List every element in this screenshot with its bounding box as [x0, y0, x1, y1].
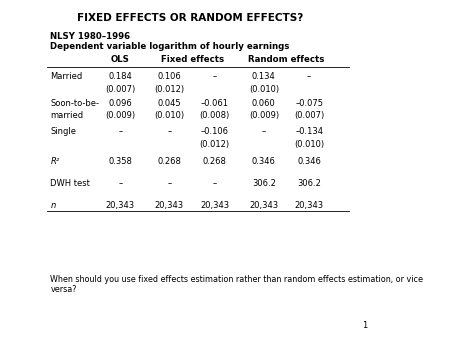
Text: –: – [262, 127, 266, 136]
Text: (0.010): (0.010) [249, 84, 279, 94]
Text: n: n [50, 201, 56, 210]
Text: –0.075: –0.075 [295, 99, 323, 107]
Text: DWH test: DWH test [50, 179, 90, 188]
Text: –: – [118, 127, 122, 136]
Text: –: – [167, 127, 171, 136]
Text: Married: Married [50, 72, 83, 81]
Text: –: – [118, 179, 122, 188]
Text: 0.268: 0.268 [203, 157, 227, 166]
Text: 0.060: 0.060 [252, 99, 276, 107]
Text: 0.106: 0.106 [158, 72, 181, 81]
Text: 0.346: 0.346 [252, 157, 276, 166]
Text: (0.007): (0.007) [105, 84, 135, 94]
Text: 1: 1 [362, 321, 368, 330]
Text: 20,343: 20,343 [106, 201, 135, 210]
Text: 0.134: 0.134 [252, 72, 276, 81]
Text: NLSY 1980–1996: NLSY 1980–1996 [50, 31, 130, 41]
Text: 0.096: 0.096 [108, 99, 132, 107]
Text: Soon-to-be-: Soon-to-be- [50, 99, 99, 107]
Text: 20,343: 20,343 [155, 201, 184, 210]
Text: –: – [213, 179, 217, 188]
Text: (0.008): (0.008) [200, 111, 230, 120]
Text: 0.346: 0.346 [297, 157, 321, 166]
Text: (0.007): (0.007) [294, 111, 324, 120]
Text: (0.012): (0.012) [200, 140, 230, 149]
Text: 20,343: 20,343 [295, 201, 324, 210]
Text: Fixed effects: Fixed effects [161, 55, 224, 64]
Text: –: – [167, 179, 171, 188]
Text: 0.358: 0.358 [108, 157, 132, 166]
Text: OLS: OLS [111, 55, 130, 64]
Text: –0.134: –0.134 [295, 127, 323, 136]
Text: –: – [213, 72, 217, 81]
Text: FIXED EFFECTS OR RANDOM EFFECTS?: FIXED EFFECTS OR RANDOM EFFECTS? [77, 13, 303, 23]
Text: When should you use fixed effects estimation rather than random effects estimati: When should you use fixed effects estima… [50, 274, 423, 294]
Text: (0.009): (0.009) [249, 111, 279, 120]
Text: Dependent variable logarithm of hourly earnings: Dependent variable logarithm of hourly e… [50, 42, 290, 51]
Text: 20,343: 20,343 [200, 201, 230, 210]
Text: (0.012): (0.012) [154, 84, 184, 94]
Text: 306.2: 306.2 [252, 179, 276, 188]
Text: (0.010): (0.010) [154, 111, 184, 120]
Text: –0.061: –0.061 [201, 99, 229, 107]
Text: married: married [50, 111, 84, 120]
Text: (0.010): (0.010) [294, 140, 324, 149]
Text: –0.106: –0.106 [201, 127, 229, 136]
Text: (0.009): (0.009) [105, 111, 135, 120]
Text: 0.268: 0.268 [158, 157, 181, 166]
Text: 20,343: 20,343 [249, 201, 279, 210]
Text: –: – [307, 72, 311, 81]
Text: 0.045: 0.045 [158, 99, 181, 107]
Text: R²: R² [50, 157, 60, 166]
Text: Single: Single [50, 127, 76, 136]
Text: Random effects: Random effects [248, 55, 325, 64]
Text: 306.2: 306.2 [297, 179, 321, 188]
Text: 0.184: 0.184 [108, 72, 132, 81]
